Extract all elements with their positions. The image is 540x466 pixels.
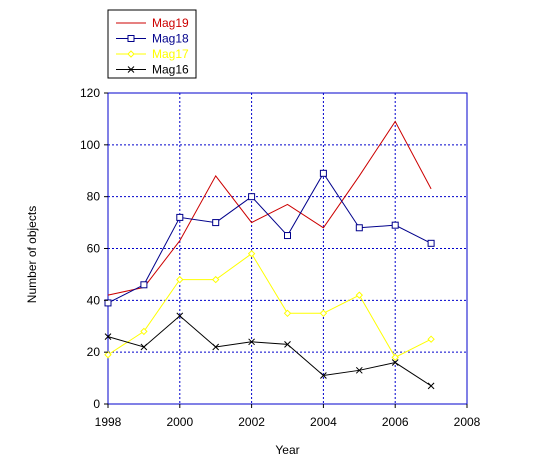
legend-item-mag17: Mag17 <box>116 47 189 61</box>
data-point <box>284 232 291 240</box>
legend-label: Mag17 <box>152 47 189 61</box>
series-mag16 <box>104 312 435 390</box>
data-point <box>140 327 148 336</box>
series-mag18 <box>104 169 435 307</box>
data-point <box>391 353 399 362</box>
data-point <box>176 312 184 320</box>
data-point <box>140 343 148 351</box>
y-tick-label: 60 <box>87 242 101 256</box>
x-tick-label: 2008 <box>454 415 481 429</box>
series-group <box>104 120 435 390</box>
data-point <box>104 333 112 340</box>
x-tick-label: 2002 <box>238 415 265 429</box>
data-point <box>212 219 220 227</box>
axis-ticks: 1998 2000 2002 2004 2006 2008 0 20 40 60 80 100 120 <box>80 86 481 429</box>
data-point <box>427 335 435 343</box>
data-point <box>391 221 399 229</box>
data-point <box>427 382 435 390</box>
data-point <box>248 338 255 346</box>
series-mag19 <box>107 120 432 296</box>
series-line-mag19 <box>107 120 432 296</box>
data-point <box>176 213 184 221</box>
x-tick-label: 1998 <box>95 415 122 429</box>
data-point <box>320 372 327 379</box>
y-tick-label: 40 <box>87 293 101 307</box>
data-point <box>284 341 291 348</box>
legend-item-mag16: Mag16 <box>116 63 189 77</box>
data-point <box>355 291 364 299</box>
y-tick-label: 100 <box>80 138 100 152</box>
series-line-mag16 <box>107 315 432 387</box>
legend-item-mag19: Mag19 <box>116 16 189 30</box>
data-point <box>319 169 327 177</box>
legend-item-mag18: Mag18 <box>116 32 189 46</box>
data-point <box>176 275 184 284</box>
y-tick-label: 0 <box>93 397 100 411</box>
data-point <box>391 359 399 366</box>
legend-box <box>107 9 197 79</box>
legend-marker <box>127 35 135 42</box>
data-point <box>319 309 328 317</box>
legend-label: Mag18 <box>152 32 189 46</box>
x-tick-label: 2004 <box>310 415 337 429</box>
y-tick-label: 20 <box>87 345 101 359</box>
data-point <box>427 239 435 247</box>
legend-marker <box>127 66 135 73</box>
data-point <box>355 224 363 232</box>
data-point <box>355 366 363 374</box>
series-line-mag18 <box>107 172 432 304</box>
data-point <box>211 275 220 284</box>
y-axis-label: Number of objects <box>25 206 39 303</box>
data-point <box>283 309 292 317</box>
legend-label: Mag16 <box>152 63 189 77</box>
data-point <box>212 343 220 351</box>
y-tick-label: 80 <box>87 190 101 204</box>
x-tick-label: 2000 <box>166 415 193 429</box>
x-tick-label: 2006 <box>382 415 409 429</box>
series-line-mag17 <box>107 252 432 359</box>
series-mag17 <box>104 249 435 362</box>
legend-marker <box>127 50 135 58</box>
legend-label: Mag19 <box>152 16 189 30</box>
data-point <box>247 249 256 258</box>
data-point <box>140 281 148 289</box>
x-axis-label: Year <box>275 443 299 457</box>
grid-lines <box>108 93 467 404</box>
y-tick-label: 120 <box>80 86 100 100</box>
data-point <box>104 351 112 359</box>
data-point <box>248 193 256 201</box>
